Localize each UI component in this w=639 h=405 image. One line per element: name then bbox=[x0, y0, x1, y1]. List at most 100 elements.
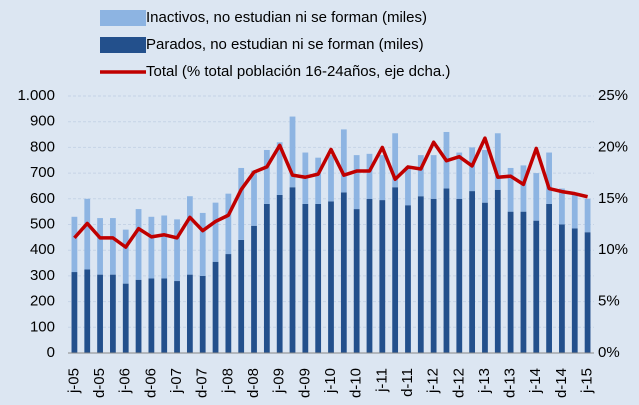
bar bbox=[340, 129, 347, 193]
bar bbox=[199, 275, 206, 353]
y-tick-label: 900 bbox=[30, 113, 55, 130]
x-tick-label: d-09 bbox=[296, 368, 313, 398]
y-tick-label: 600 bbox=[30, 190, 55, 207]
x-tick-label: j-14 bbox=[527, 368, 544, 394]
bar bbox=[559, 188, 565, 225]
bar bbox=[469, 191, 476, 353]
y-tick-label: 800 bbox=[30, 138, 55, 155]
bar bbox=[186, 274, 193, 353]
bar bbox=[482, 202, 488, 353]
bar bbox=[571, 228, 578, 353]
y-tick-label: 0 bbox=[47, 344, 55, 361]
y2-tick-label: 20% bbox=[598, 138, 628, 155]
bar bbox=[238, 167, 245, 240]
y-tick-label: 100 bbox=[30, 318, 55, 335]
x-tick-label: j-11 bbox=[373, 368, 390, 393]
bar bbox=[507, 167, 514, 212]
legend-label: Inactivos, no estudian ni se forman (mil… bbox=[146, 9, 427, 26]
bar bbox=[251, 170, 257, 226]
y-tick-label: 500 bbox=[30, 215, 55, 232]
bar bbox=[405, 166, 411, 206]
x-tick-label: j-08 bbox=[219, 368, 236, 394]
bar bbox=[456, 198, 463, 353]
bar bbox=[469, 147, 476, 192]
legend-swatch bbox=[100, 10, 146, 26]
bar bbox=[238, 239, 245, 353]
bar bbox=[430, 198, 437, 353]
y-tick-label: 1.000 bbox=[17, 87, 55, 104]
y-tick-label: 200 bbox=[30, 293, 55, 310]
bar bbox=[263, 203, 270, 353]
bar bbox=[353, 209, 360, 353]
bar bbox=[533, 220, 540, 353]
bar bbox=[148, 278, 155, 353]
x-tick-label: d-12 bbox=[450, 368, 467, 398]
bar bbox=[263, 149, 270, 204]
bar bbox=[328, 155, 334, 202]
bar bbox=[199, 212, 206, 276]
y2-tick-label: 5% bbox=[598, 293, 620, 310]
bar bbox=[507, 211, 514, 353]
x-tick-label: j-07 bbox=[168, 368, 185, 394]
bar bbox=[148, 216, 155, 279]
bar bbox=[392, 187, 399, 353]
bar bbox=[97, 274, 103, 353]
bar bbox=[482, 149, 488, 203]
y2-tick-label: 0% bbox=[598, 344, 620, 361]
bar bbox=[533, 173, 540, 221]
x-tick-label: j-10 bbox=[322, 368, 339, 394]
bar bbox=[520, 165, 527, 212]
bar bbox=[174, 281, 180, 353]
y2-tick-label: 15% bbox=[598, 190, 628, 207]
bar bbox=[584, 232, 591, 353]
bar bbox=[456, 152, 463, 199]
bar bbox=[135, 279, 142, 353]
x-tick-label: d-06 bbox=[142, 368, 159, 398]
bar bbox=[366, 198, 373, 353]
bar bbox=[328, 201, 334, 353]
bar bbox=[97, 218, 103, 275]
x-tick-label: d-10 bbox=[348, 368, 365, 398]
bar bbox=[289, 187, 296, 353]
x-tick-label: j-05 bbox=[65, 368, 82, 394]
legend-label: Parados, no estudian ni se forman (miles… bbox=[146, 36, 424, 53]
y-tick-label: 400 bbox=[30, 241, 55, 258]
y2-tick-label: 10% bbox=[598, 241, 628, 258]
bar bbox=[71, 272, 78, 353]
bar bbox=[379, 155, 386, 201]
bar bbox=[186, 196, 193, 275]
x-tick-label: d-13 bbox=[502, 368, 519, 398]
line bbox=[73, 136, 588, 249]
bar bbox=[302, 203, 309, 353]
bar bbox=[110, 218, 116, 275]
y-tick-label: 700 bbox=[30, 164, 55, 181]
bar bbox=[71, 216, 78, 273]
bar bbox=[584, 198, 591, 233]
bar bbox=[110, 274, 116, 353]
x-tick-label: j-12 bbox=[425, 368, 442, 394]
bar bbox=[546, 152, 552, 204]
bar bbox=[340, 192, 347, 353]
x-tick-label: d-11 bbox=[399, 368, 416, 397]
bar bbox=[494, 133, 501, 190]
bar bbox=[366, 153, 373, 199]
bar bbox=[276, 194, 283, 353]
bar bbox=[546, 203, 552, 353]
bar bbox=[84, 198, 91, 270]
bar bbox=[315, 157, 322, 204]
x-tick-label: j-06 bbox=[117, 368, 134, 394]
bar bbox=[161, 215, 168, 279]
bar bbox=[417, 196, 424, 353]
bar bbox=[212, 202, 219, 262]
bar bbox=[392, 133, 399, 188]
bar bbox=[353, 155, 360, 210]
bar bbox=[225, 193, 232, 255]
legend-swatch bbox=[100, 37, 146, 53]
bar bbox=[225, 254, 232, 353]
bar bbox=[276, 142, 283, 195]
bar bbox=[122, 283, 129, 353]
x-tick-label: j-15 bbox=[579, 368, 596, 394]
bar bbox=[559, 224, 565, 353]
